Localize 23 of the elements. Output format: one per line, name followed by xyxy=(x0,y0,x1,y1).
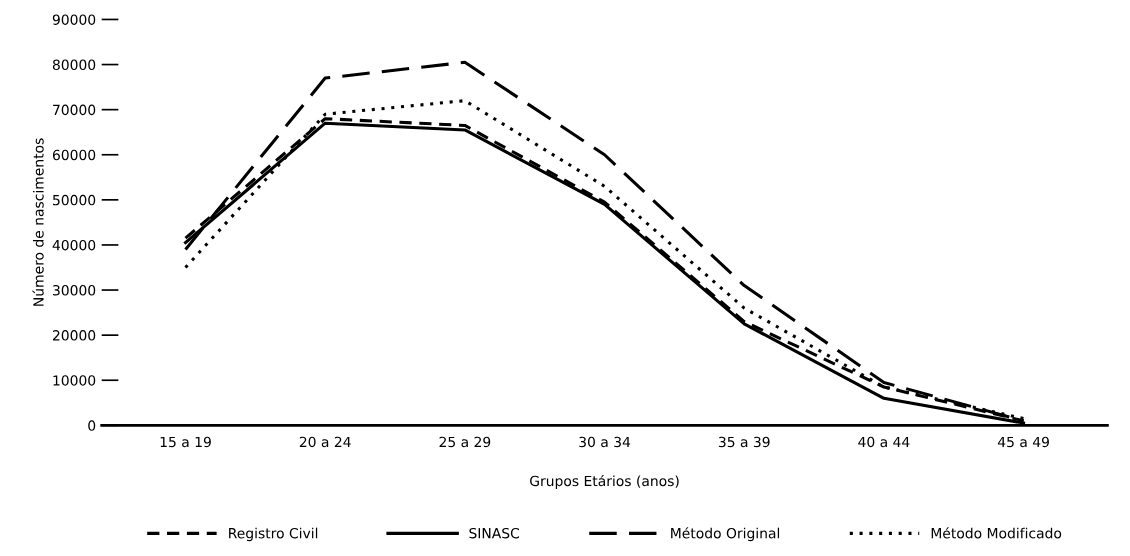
x-tick-label: 35 a 39 xyxy=(718,436,770,448)
legend-label: Método Modificado xyxy=(931,527,1062,539)
y-tick-label: 10000 xyxy=(53,375,96,386)
legend-label: Método Original xyxy=(671,527,780,542)
y-tick-label: 40000 xyxy=(52,239,96,251)
y-tick-label: 50000 xyxy=(53,194,96,206)
x-tick-label: 15 a 19 xyxy=(160,436,211,448)
y-tick-label: 60000 xyxy=(52,149,96,161)
y-tick-label: 30000 xyxy=(53,285,96,296)
x-axis-title: Grupos Etários (anos) xyxy=(530,474,679,489)
y-tick-label: 90000 xyxy=(52,14,96,25)
y-tick-label: 80000 xyxy=(52,59,96,71)
y-tick-label: 70000 xyxy=(53,104,96,116)
y-axis-title: Número de nascimentos xyxy=(32,138,44,306)
legend-label: Registro Civil xyxy=(229,527,318,542)
x-tick-label: 30 a 34 xyxy=(579,436,631,448)
x-tick-label: 40 a 44 xyxy=(858,436,910,448)
y-tick-label: 20000 xyxy=(52,330,96,341)
x-tick-label: 45 a 49 xyxy=(997,436,1049,448)
legend-label: SINASC xyxy=(469,527,520,539)
x-tick-label: 20 a 24 xyxy=(299,436,351,448)
x-tick-label: 25 a 29 xyxy=(439,436,491,448)
y-tick-label: 0 xyxy=(88,420,96,431)
